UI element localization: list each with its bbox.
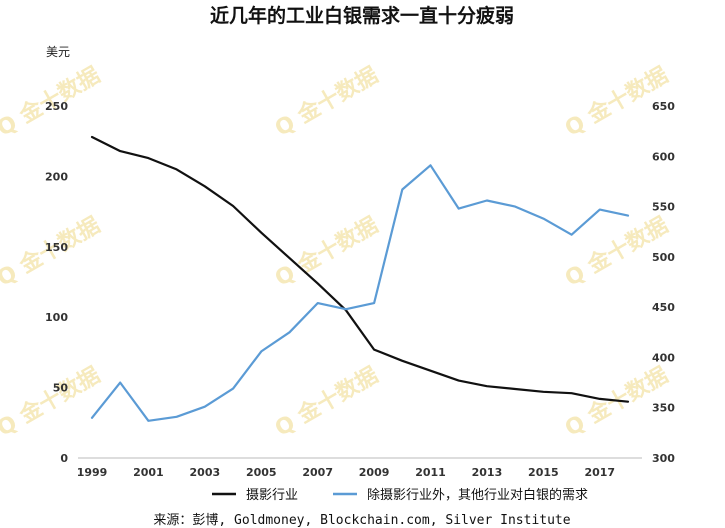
right-y-axis-ticks: 300 350 400 450 500 550 600 650 <box>652 100 675 465</box>
x-tick-label: 2013 <box>472 466 503 479</box>
left-y-tick-label: 0 <box>60 452 68 465</box>
right-y-tick-label: 450 <box>652 301 675 314</box>
x-tick-label: 2003 <box>190 466 221 479</box>
left-y-tick-label: 50 <box>53 382 69 395</box>
x-tick-label: 2015 <box>528 466 559 479</box>
x-tick-label: 1999 <box>77 466 108 479</box>
chart-title: 近几年的工业白银需求一直十分疲弱 <box>210 4 514 27</box>
watermark-text: Q 金十数据 <box>0 362 105 442</box>
left-y-tick-label: 150 <box>45 241 68 254</box>
right-y-tick-label: 500 <box>652 251 675 264</box>
right-y-tick-label: 550 <box>652 201 675 214</box>
series-line-other-industries <box>90 164 630 422</box>
x-tick-label: 2005 <box>246 466 277 479</box>
watermark-text: Q 金十数据 <box>270 212 382 292</box>
left-y-tick-label: 200 <box>45 170 68 183</box>
x-tick-label: 2001 <box>133 466 164 479</box>
left-y-axis-ticks: 0 50 100 150 200 250 <box>45 100 68 465</box>
x-axis-ticks: 1999 2001 2003 2005 2007 2009 2011 2013 2015 2017 <box>77 466 615 479</box>
watermark-text: Q 金十数据 <box>270 362 382 442</box>
right-y-tick-label: 600 <box>652 150 675 163</box>
left-y-tick-label: 250 <box>45 100 68 113</box>
series-line-photography <box>90 135 630 403</box>
right-y-tick-label: 350 <box>652 402 675 415</box>
x-tick-label: 2009 <box>359 466 390 479</box>
x-tick-label: 2011 <box>415 466 446 479</box>
right-y-tick-label: 650 <box>652 100 675 113</box>
right-y-tick-label: 300 <box>652 452 675 465</box>
legend-label-photography: 摄影行业 <box>246 488 298 503</box>
left-y-tick-label: 100 <box>45 311 68 324</box>
watermark-text: Q 金十数据 <box>270 62 382 142</box>
series-layer <box>90 135 630 422</box>
y-axis-unit-label: 美元 <box>46 45 70 59</box>
legend-label-other: 除摄影行业外，其他行业对白银的需求 <box>367 487 588 503</box>
legend: 摄影行业 除摄影行业外，其他行业对白银的需求 <box>212 487 588 503</box>
x-tick-label: 2007 <box>302 466 333 479</box>
source-note: 来源：彭博, Goldmoney, Blockchain.com, Silver… <box>153 513 570 528</box>
x-tick-label: 2017 <box>584 466 615 479</box>
right-y-tick-label: 400 <box>652 351 675 364</box>
